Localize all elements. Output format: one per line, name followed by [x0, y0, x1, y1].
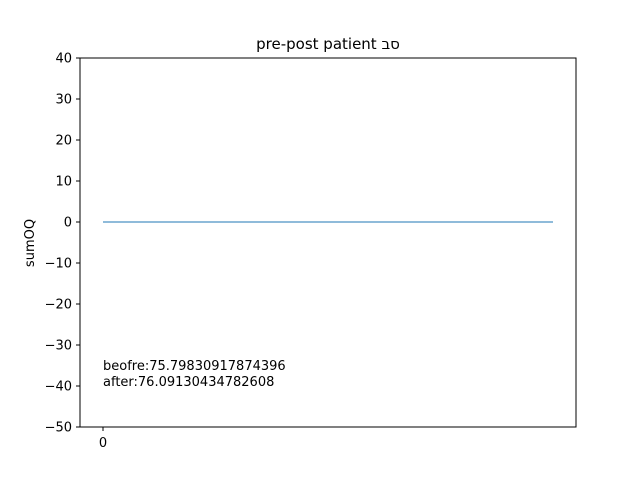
y-tick-label: 10	[55, 175, 72, 190]
y-tick-label: −40	[45, 380, 72, 395]
annotation-after: after:76.09130434782608	[103, 375, 274, 390]
y-tick-label: 0	[64, 216, 72, 231]
y-tick-label: 30	[55, 93, 72, 108]
y-axis: 40 30 20 10 0 −10 −20 −30 −40 −50	[45, 52, 80, 436]
y-tick-label: 20	[55, 134, 72, 149]
y-axis-label: sumOQ	[23, 219, 38, 267]
x-axis: 0	[99, 427, 107, 451]
plot-frame	[79, 57, 577, 428]
x-tick-label: 0	[99, 436, 107, 451]
y-tick-label: −50	[45, 421, 72, 436]
y-tick-label: −30	[45, 339, 72, 354]
chart-title: pre-post patient סב	[256, 35, 400, 53]
annotation-before: beofre:75.79830917874396	[103, 359, 286, 374]
y-tick-label: −10	[45, 257, 72, 272]
y-tick-label: −20	[45, 298, 72, 313]
y-tick-label: 40	[55, 52, 72, 67]
